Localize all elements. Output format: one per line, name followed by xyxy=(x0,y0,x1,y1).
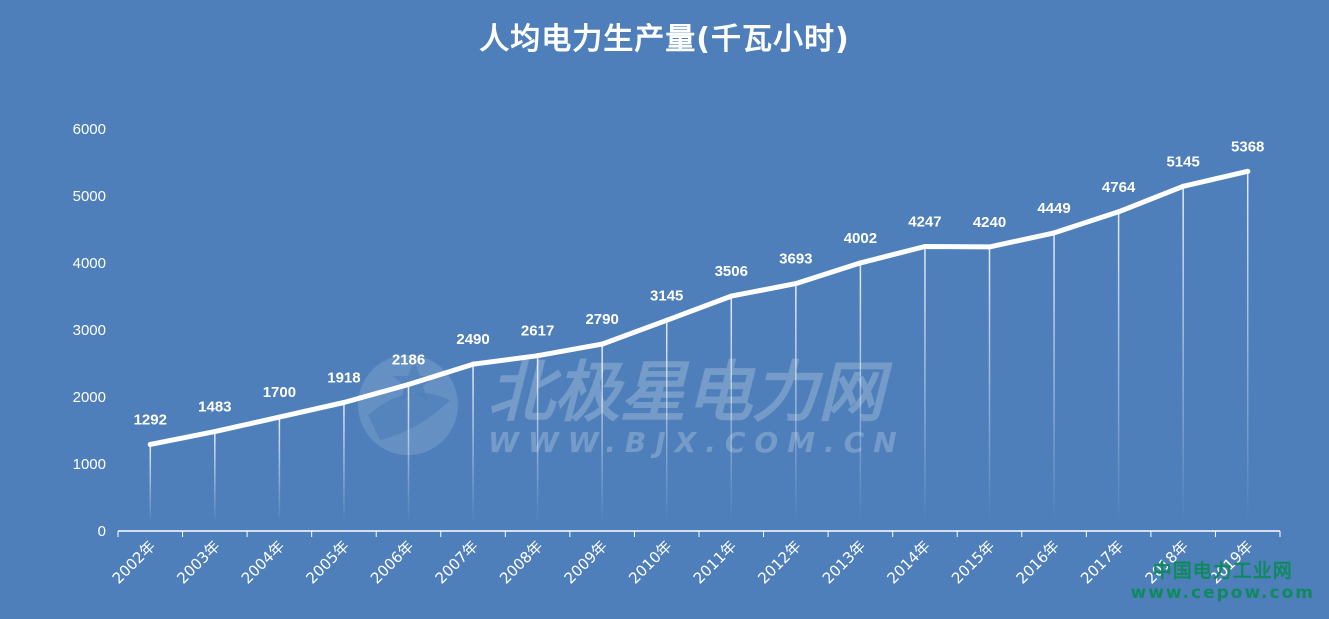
drop-line xyxy=(601,344,603,523)
x-tick-label: 2008年 xyxy=(496,537,546,587)
drop-line xyxy=(665,320,668,523)
data-label: 5368 xyxy=(1231,138,1264,155)
x-tick-label: 2016年 xyxy=(1013,537,1063,587)
x-tick-label: 2015年 xyxy=(948,537,998,587)
drop-line xyxy=(1246,171,1249,523)
drop-line xyxy=(472,364,474,523)
x-axis: 2002年 2003年 2004年 2005年 2006年 2007年 2008年 2009年… xyxy=(109,530,1281,587)
chart-title: 人均电力生产量(千瓦小时) xyxy=(479,22,850,57)
data-point xyxy=(1180,183,1186,189)
x-tick-label: 2011年 xyxy=(690,537,740,587)
data-point xyxy=(1245,168,1251,174)
drop-line xyxy=(278,417,281,523)
x-tick-label: 2012年 xyxy=(754,537,804,587)
bjx-watermark-url: WWW.BJX.COM.CN xyxy=(488,426,906,459)
data-label: 1700 xyxy=(263,384,296,401)
drop-line xyxy=(988,246,991,524)
data-point xyxy=(599,341,605,347)
data-point xyxy=(341,399,347,405)
drop-line xyxy=(214,431,216,523)
x-tick-label: 2005年 xyxy=(302,537,352,587)
data-label: 3693 xyxy=(779,251,812,268)
cepow-logo-name: 中国电力工业网 xyxy=(1152,560,1293,582)
data-point xyxy=(987,244,992,250)
x-tick-label: 2007年 xyxy=(432,537,482,587)
y-tick-label: 3000 xyxy=(73,322,106,339)
x-tick-label: 2002年 xyxy=(109,537,159,587)
data-label: 4764 xyxy=(1102,179,1136,196)
y-tick-label: 6000 xyxy=(73,121,106,138)
data-label: 4449 xyxy=(1037,200,1070,217)
x-tick-label: 2004年 xyxy=(238,537,288,587)
drop-line xyxy=(795,283,797,523)
data-point xyxy=(276,414,282,420)
x-tick-label: 2009年 xyxy=(561,537,611,587)
data-label: 1292 xyxy=(134,411,167,428)
cepow-logo-url: www.cepow.com xyxy=(1130,583,1315,603)
drop-lines xyxy=(149,171,1249,524)
data-point xyxy=(535,353,541,359)
x-tick-label: 2006年 xyxy=(367,537,417,587)
data-point xyxy=(406,382,411,388)
bjx-watermark: 北极星电力网 WWW.BJX.COM.CN xyxy=(358,354,906,459)
drop-line xyxy=(730,296,733,523)
data-label: 1918 xyxy=(327,369,360,386)
drop-line xyxy=(149,444,152,523)
data-point xyxy=(1116,209,1122,215)
bjx-watermark-name: 北极星电力网 xyxy=(488,354,893,431)
series-line xyxy=(147,168,1251,447)
y-tick-label: 4000 xyxy=(73,255,106,272)
data-label: 2790 xyxy=(585,311,618,328)
x-tick-label: 2017年 xyxy=(1077,537,1127,587)
cepow-logo: 中国电力工业网 www.cepow.com xyxy=(1131,556,1316,603)
drop-line xyxy=(407,384,410,523)
data-point xyxy=(212,429,218,435)
drop-line xyxy=(924,246,926,524)
y-tick-label: 1000 xyxy=(73,456,106,473)
data-label: 1483 xyxy=(198,399,231,416)
drop-line xyxy=(343,402,345,523)
drop-line xyxy=(1182,186,1184,523)
data-label: 5145 xyxy=(1166,153,1199,170)
data-point xyxy=(857,260,863,266)
y-tick-label: 2000 xyxy=(73,389,106,406)
data-point xyxy=(470,361,476,367)
drop-line xyxy=(536,355,539,523)
data-label: 4247 xyxy=(908,213,941,230)
data-point xyxy=(728,293,734,299)
y-tick-label: 0 xyxy=(98,523,106,540)
data-point xyxy=(922,243,928,249)
y-tick-label: 5000 xyxy=(73,188,106,205)
x-tick-label: 2003年 xyxy=(173,537,223,587)
data-label: 2186 xyxy=(392,352,425,369)
data-point xyxy=(664,317,670,323)
data-label: 3506 xyxy=(715,263,748,280)
data-label: 2490 xyxy=(456,331,489,348)
data-point xyxy=(1051,230,1057,236)
drop-line xyxy=(859,262,862,523)
data-label: 4002 xyxy=(844,230,877,247)
x-tick-label: 2014年 xyxy=(883,537,933,587)
y-axis: 0 1000 2000 3000 4000 5000 6000 xyxy=(73,121,106,540)
data-labels: 1292 1483 1700 1918 2186 2490 2617 2790 3145 3506… xyxy=(134,138,1264,447)
data-label: 3145 xyxy=(650,287,683,304)
x-tick-label: 2010年 xyxy=(625,537,675,587)
data-point xyxy=(793,281,799,287)
data-label: 2617 xyxy=(521,323,554,340)
data-label: 4240 xyxy=(973,214,1006,231)
data-point xyxy=(147,441,153,447)
x-tick-label: 2013年 xyxy=(819,537,869,587)
drop-line xyxy=(1117,211,1120,523)
drop-line xyxy=(1053,232,1055,524)
